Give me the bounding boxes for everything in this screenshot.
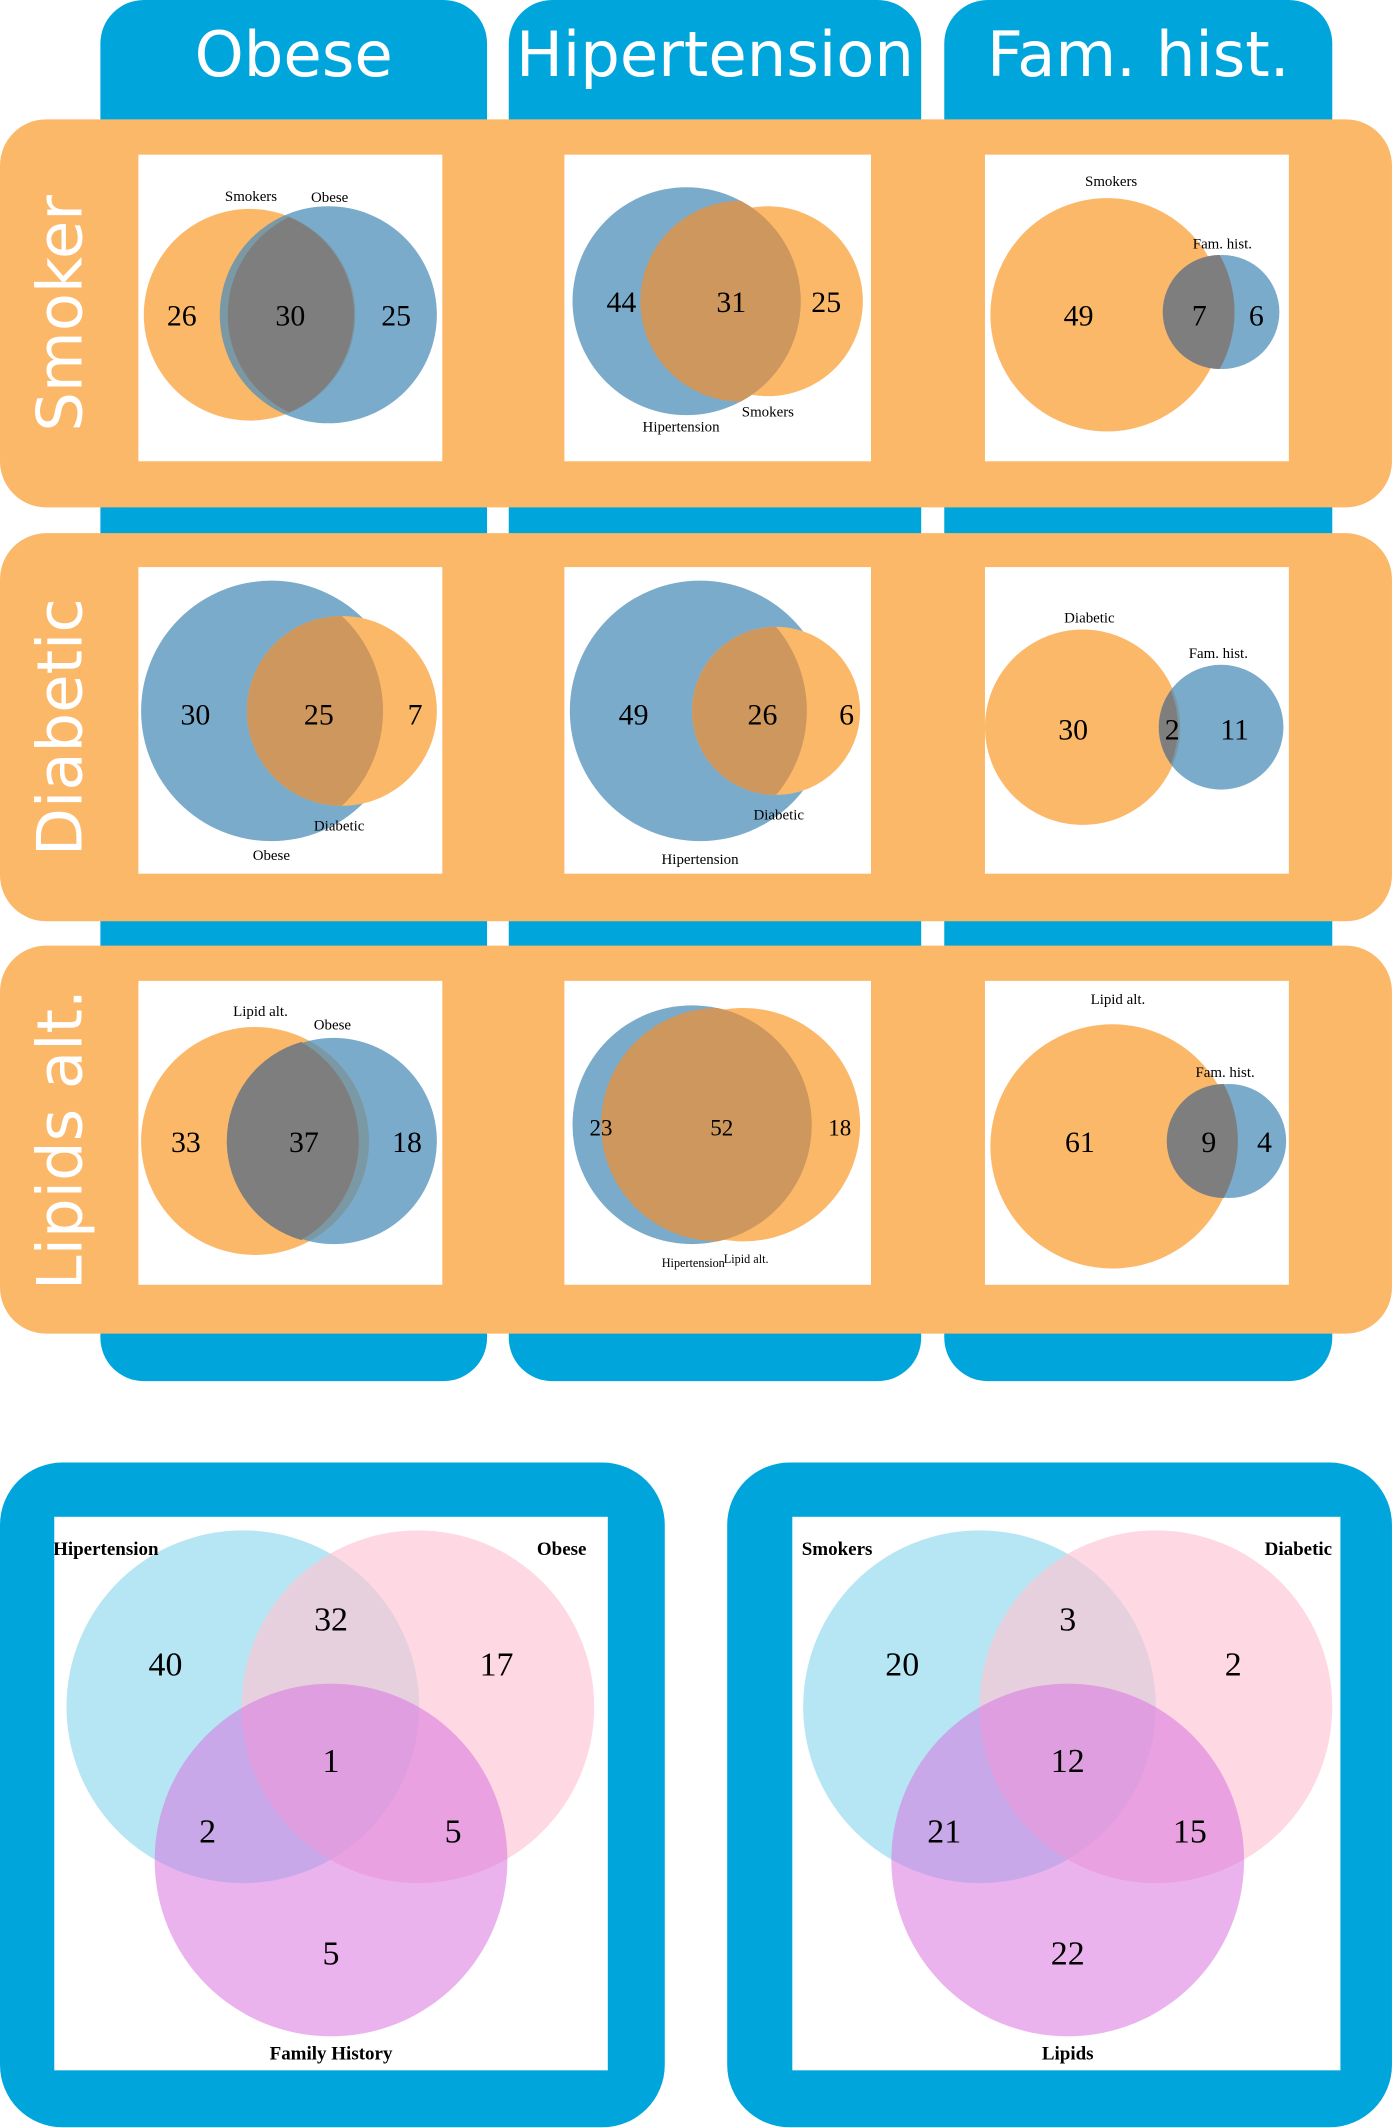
venn-set-label-a: Hipertension (662, 1256, 725, 1270)
venn-set-label-b: Lipid alt. (724, 1252, 769, 1266)
venn-value-only-a: 49 (1064, 300, 1094, 333)
venn-value-ac: 21 (927, 1813, 961, 1850)
venn-panel-lipids-fam-hist: Lipid alt. Fam. hist. 61 9 4 (984, 980, 1289, 1285)
venn-value-only-b: 18 (392, 1126, 422, 1159)
venn-value-only-b: 7 (408, 698, 423, 731)
venn-set-label-a: Hipertension (662, 852, 740, 868)
venn-set-label-b: Smokers (742, 405, 794, 421)
venn-circle-c (154, 1683, 508, 2037)
venn-value-both: 7 (1192, 300, 1207, 333)
venn-value-both: 25 (304, 698, 334, 731)
venn-value-only-b: 6 (839, 698, 854, 731)
venn-value-only-b: 4 (1257, 1126, 1272, 1159)
venn-value-only-a: 26 (167, 300, 197, 333)
triple-venn-panel-right: Smokers Diabetic Lipids 20 2 22 3 21 15 … (792, 1516, 1341, 2071)
venn-set-label-a: Smokers (1085, 174, 1137, 190)
venn-value-ab: 3 (1059, 1602, 1076, 1639)
venn-value-only-b: 11 (1220, 713, 1249, 746)
venn-set-label-a: Lipid alt. (233, 1004, 288, 1020)
venn-panel-smoker-hipertension: Hipertension Smokers 44 31 25 (564, 154, 872, 462)
venn-overlap (1158, 690, 1178, 764)
venn-overlap (1162, 255, 1235, 370)
venn-value-only-b: 25 (381, 300, 411, 333)
column-header-obese: Obese (194, 17, 393, 91)
venn-value-c-only: 22 (1051, 1936, 1085, 1973)
venn-value-only-a: 30 (180, 698, 210, 731)
venn-set-label-b: Fam. hist. (1193, 236, 1252, 252)
venn-set-label-a: Lipid alt. (1091, 992, 1146, 1008)
venn-value-both: 31 (716, 286, 746, 319)
triple-venn-panel-left: Hipertension Obese Family History 40 17 … (53, 1516, 608, 2071)
venn-value-a-only: 40 (149, 1647, 183, 1684)
venn-value-both: 37 (289, 1126, 319, 1159)
venn-value-a-only: 20 (885, 1647, 919, 1684)
venn-value-only-a: 44 (606, 286, 636, 319)
venn-set-label-a: Obese (253, 848, 291, 864)
venn-set-label-b: Diabetic (1265, 1539, 1332, 1560)
venn-set-label-b: Diabetic (314, 818, 365, 834)
venn-value-c-only: 5 (323, 1936, 340, 1973)
venn-set-label-b: Fam. hist. (1189, 646, 1248, 662)
venn-panel-diabetic-fam-hist: Diabetic Fam. hist. 30 2 11 (984, 567, 1289, 874)
venn-value-only-b: 6 (1249, 300, 1264, 333)
venn-value-both: 2 (1165, 713, 1180, 746)
venn-overlap (227, 217, 355, 413)
venn-value-abc: 12 (1051, 1743, 1085, 1780)
venn-panel-diabetic-hipertension: Hipertension Diabetic 49 26 6 (564, 567, 872, 874)
venn-value-only-a: 33 (171, 1126, 201, 1159)
column-header-hipertension: Hipertension (515, 17, 914, 91)
venn-overlap (1166, 1084, 1238, 1198)
venn-set-label-a: Smokers (225, 189, 277, 205)
venn-value-both: 30 (275, 300, 305, 333)
venn-circle-a (984, 629, 1181, 825)
venn-circle-c (891, 1683, 1245, 2037)
venn-circle-a (990, 198, 1224, 432)
venn-set-label-b: Diabetic (753, 807, 804, 823)
venn-panel-lipids-obese: Lipid alt. Obese 33 37 18 (138, 980, 443, 1285)
venn-set-label-b: Fam. hist. (1195, 1065, 1254, 1081)
venn-set-label-a: Smokers (802, 1539, 873, 1560)
venn-overlap (640, 200, 801, 402)
column-header-fam-hist: Fam. hist. (986, 17, 1290, 91)
venn-set-label-a: Hipertension (643, 419, 721, 435)
venn-set-label-a: Diabetic (1064, 611, 1115, 627)
venn-value-bc: 15 (1173, 1813, 1207, 1850)
venn-value-ac: 2 (199, 1813, 216, 1850)
venn-overlap (601, 1008, 812, 1242)
venn-value-only-a: 30 (1058, 713, 1088, 746)
venn-value-b-only: 2 (1225, 1647, 1242, 1684)
venn-value-ab: 32 (314, 1602, 348, 1639)
venn-value-only-b: 25 (811, 286, 841, 319)
venn-value-only-a: 49 (619, 698, 649, 731)
venn-value-only-b: 18 (828, 1115, 851, 1141)
venn-panel-smoker-obese: Smokers Obese 26 30 25 (138, 154, 443, 462)
venn-set-label-b: Obese (537, 1539, 587, 1560)
venn-panel-lipids-hipertension: Hipertension Lipid alt. 23 52 18 (564, 980, 872, 1285)
row-header-diabetic: Diabetic (23, 598, 97, 857)
venn-overlap (226, 1041, 359, 1241)
venn-overlap (246, 615, 384, 806)
venn-set-label-b: Obese (311, 190, 349, 206)
venn-value-only-a: 61 (1065, 1126, 1095, 1159)
venn-value-bc: 5 (445, 1813, 462, 1850)
venn-panel-smoker-fam-hist: Smokers Fam. hist. 49 7 6 (984, 154, 1289, 462)
venn-value-both: 26 (748, 698, 778, 731)
venn-value-both: 52 (710, 1115, 733, 1141)
venn-circle-a (990, 1024, 1235, 1269)
row-header-lipids: Lipids alt. (23, 989, 97, 1291)
venn-set-label-a: Hipertension (54, 1539, 159, 1560)
venn-circle-b (1158, 664, 1284, 790)
venn-value-abc: 1 (323, 1743, 340, 1780)
venn-set-label-c: Family History (270, 2043, 393, 2064)
venn-panel-diabetic-obese: Obese Diabetic 30 25 7 (138, 567, 443, 874)
venn-value-both: 9 (1201, 1126, 1216, 1159)
row-header-smoker: Smoker (23, 195, 97, 432)
venn-set-label-c: Lipids (1042, 2043, 1094, 2064)
venn-value-only-a: 23 (589, 1115, 612, 1141)
venn-overlap (691, 626, 807, 796)
venn-value-b-only: 17 (480, 1647, 514, 1684)
venn-set-label-b: Obese (314, 1018, 352, 1034)
